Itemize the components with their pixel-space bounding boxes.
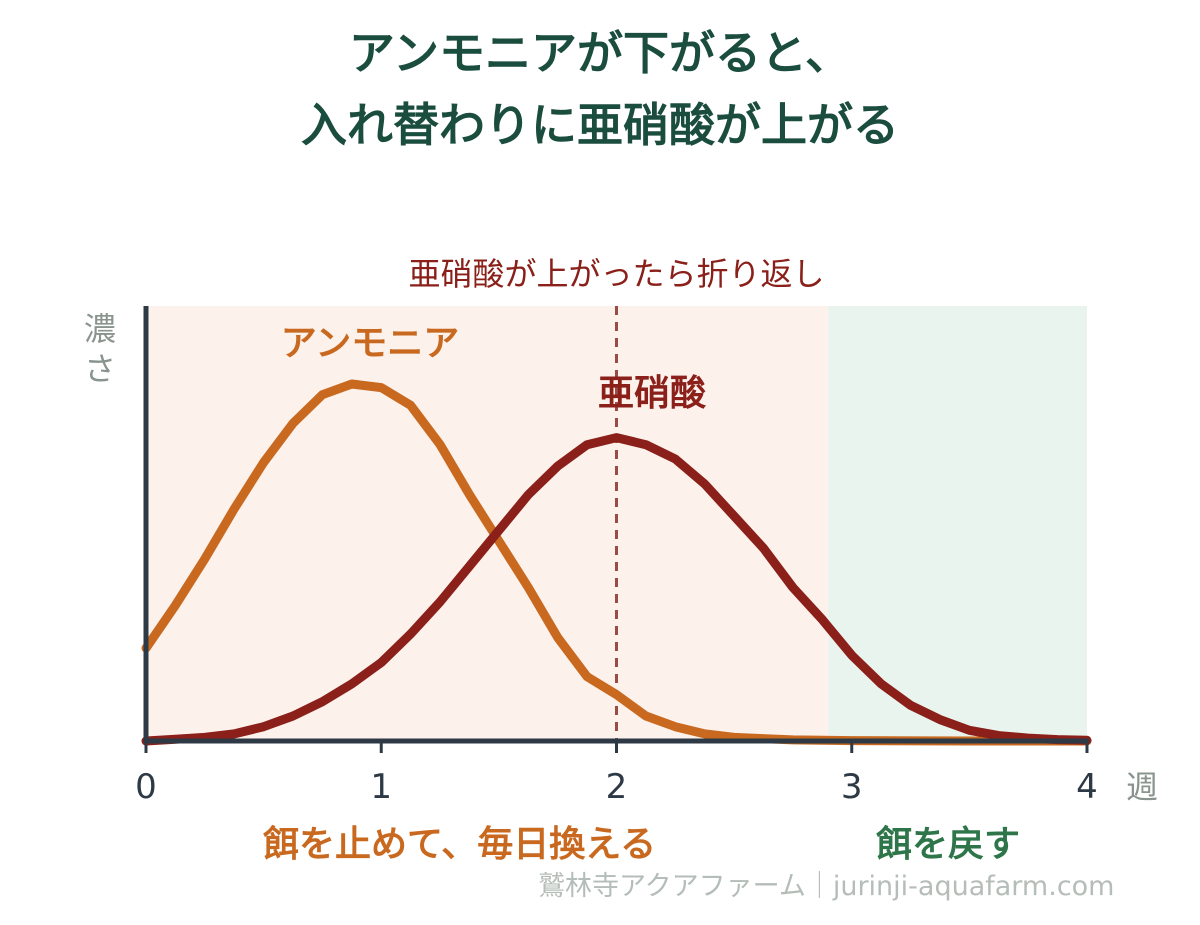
series-label-1: 亜硝酸 [598, 373, 706, 414]
x-tick-label-1: 1 [370, 767, 392, 807]
title-line-1: アンモニアが下がると、 [348, 26, 852, 80]
series-label-0: アンモニア [281, 323, 460, 364]
x-tick-label-0: 0 [135, 767, 157, 807]
series-line-0 [141, 379, 1092, 746]
x-tick-label-2: 2 [606, 767, 628, 807]
phase-label-stop-feeding: 餌を止めて、毎日換える [263, 824, 657, 865]
x-tick-label-3: 3 [841, 767, 863, 807]
x-axis-unit: 週 [1126, 768, 1158, 806]
y-axis-label-char-1: さ [84, 350, 116, 388]
annotation-label: 亜硝酸が上がったら折り返し [408, 255, 824, 293]
phase-label-resume-feeding: 餌を戻す [876, 824, 1021, 865]
series-line-1 [141, 433, 1092, 746]
title-line-2: 入れ替わりに亜硝酸が上がる [301, 98, 899, 152]
y-axis-label-char-0: 濃 [84, 310, 116, 348]
x-tick-label-4: 4 [1076, 767, 1098, 807]
credit-text: 鷲林寺アクアファーム｜jurinji-aquafarm.com [538, 871, 1115, 902]
